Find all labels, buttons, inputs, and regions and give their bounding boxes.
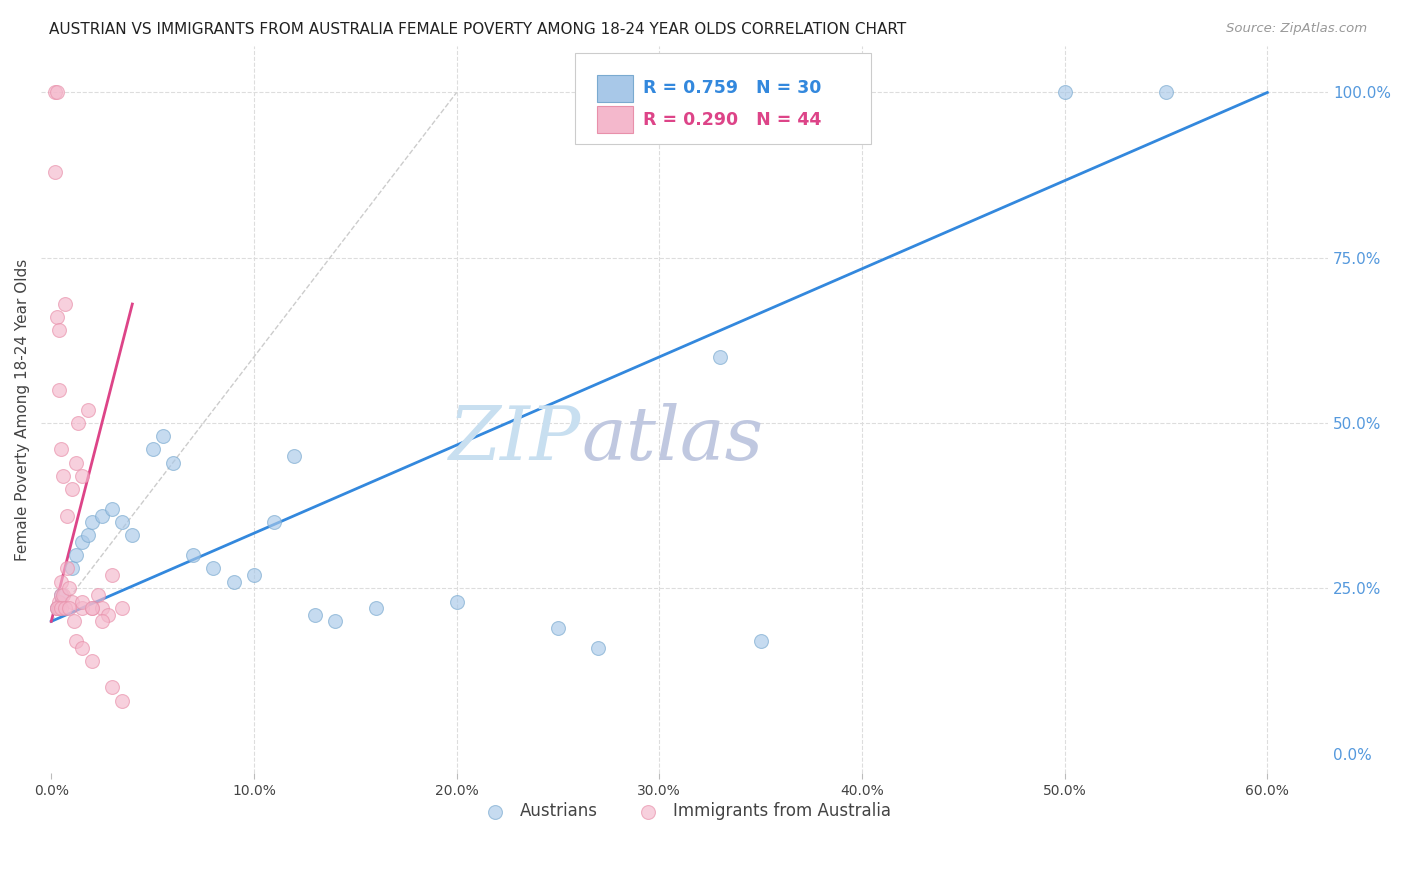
Point bbox=[1154, 86, 1177, 100]
Point bbox=[162, 456, 184, 470]
Point bbox=[51, 601, 73, 615]
Point bbox=[46, 86, 69, 100]
Point bbox=[101, 681, 124, 695]
Point bbox=[76, 402, 98, 417]
Point bbox=[121, 528, 143, 542]
Point bbox=[283, 449, 305, 463]
Point bbox=[90, 601, 112, 615]
Point bbox=[80, 601, 103, 615]
Point bbox=[58, 582, 80, 596]
Point bbox=[46, 601, 69, 615]
Point bbox=[60, 561, 83, 575]
Point bbox=[446, 594, 468, 608]
Point bbox=[55, 297, 77, 311]
Point bbox=[58, 601, 80, 615]
Point bbox=[80, 515, 103, 529]
Point bbox=[55, 601, 77, 615]
Point bbox=[90, 508, 112, 523]
Point bbox=[111, 515, 134, 529]
Point bbox=[51, 588, 73, 602]
Point bbox=[101, 502, 124, 516]
Point bbox=[101, 568, 124, 582]
Point bbox=[364, 601, 387, 615]
Point bbox=[48, 601, 70, 615]
Point bbox=[44, 165, 66, 179]
Point bbox=[70, 535, 93, 549]
Point bbox=[80, 601, 103, 615]
Point bbox=[111, 694, 134, 708]
FancyBboxPatch shape bbox=[575, 54, 872, 145]
Point bbox=[263, 515, 285, 529]
Point bbox=[56, 508, 79, 523]
Point bbox=[76, 528, 98, 542]
Text: R = 0.290   N = 44: R = 0.290 N = 44 bbox=[644, 112, 823, 129]
Point bbox=[1053, 86, 1076, 100]
Point bbox=[46, 601, 69, 615]
Point bbox=[56, 561, 79, 575]
Point bbox=[51, 588, 73, 602]
Point bbox=[304, 607, 326, 622]
Point bbox=[87, 588, 110, 602]
Text: atlas: atlas bbox=[582, 402, 763, 475]
Point bbox=[181, 548, 204, 562]
Point bbox=[70, 594, 93, 608]
Point bbox=[44, 86, 66, 100]
Point bbox=[51, 442, 73, 457]
Bar bbox=[598, 106, 633, 134]
Point bbox=[97, 607, 120, 622]
Text: ZIP: ZIP bbox=[450, 402, 582, 475]
Point bbox=[65, 634, 87, 648]
Point bbox=[142, 442, 165, 457]
Point bbox=[66, 416, 89, 430]
Point bbox=[60, 594, 83, 608]
Point bbox=[48, 383, 70, 397]
Point bbox=[243, 568, 266, 582]
Legend: Austrians, Immigrants from Australia: Austrians, Immigrants from Australia bbox=[471, 796, 897, 827]
Point bbox=[60, 482, 83, 496]
Point bbox=[46, 310, 69, 325]
Point bbox=[202, 561, 225, 575]
Point bbox=[48, 594, 70, 608]
Point bbox=[62, 615, 84, 629]
Text: R = 0.759   N = 30: R = 0.759 N = 30 bbox=[644, 79, 823, 97]
Point bbox=[51, 574, 73, 589]
Y-axis label: Female Poverty Among 18-24 Year Olds: Female Poverty Among 18-24 Year Olds bbox=[15, 259, 30, 561]
Point bbox=[588, 640, 610, 655]
Point bbox=[152, 429, 174, 443]
Text: Source: ZipAtlas.com: Source: ZipAtlas.com bbox=[1226, 22, 1367, 36]
Point bbox=[222, 574, 245, 589]
Point bbox=[46, 601, 69, 615]
Point bbox=[52, 588, 75, 602]
Point bbox=[52, 469, 75, 483]
Point bbox=[709, 350, 731, 364]
Point bbox=[70, 640, 93, 655]
Point bbox=[65, 548, 87, 562]
Point bbox=[547, 621, 569, 635]
Point bbox=[65, 456, 87, 470]
Point bbox=[90, 615, 112, 629]
Point bbox=[80, 654, 103, 668]
Bar bbox=[598, 75, 633, 103]
Text: AUSTRIAN VS IMMIGRANTS FROM AUSTRALIA FEMALE POVERTY AMONG 18-24 YEAR OLDS CORRE: AUSTRIAN VS IMMIGRANTS FROM AUSTRALIA FE… bbox=[49, 22, 907, 37]
Point bbox=[111, 601, 134, 615]
Point bbox=[48, 324, 70, 338]
Point bbox=[749, 634, 772, 648]
Point bbox=[323, 615, 346, 629]
Point bbox=[70, 601, 93, 615]
Point bbox=[70, 469, 93, 483]
